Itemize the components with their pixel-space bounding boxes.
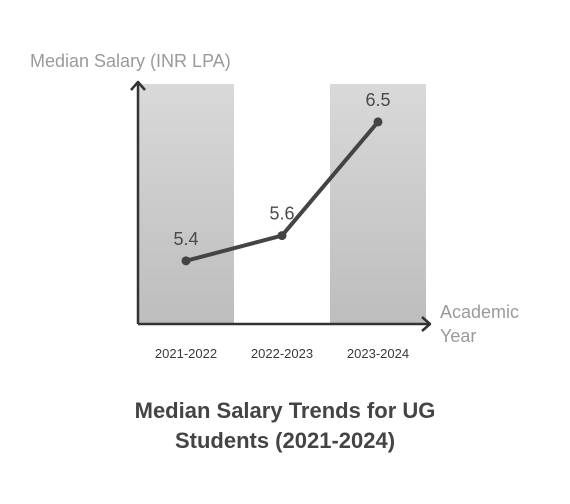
data-label: 5.6 [269, 204, 294, 224]
data-point [373, 117, 383, 127]
data-label: 6.5 [365, 90, 390, 110]
axes [130, 80, 432, 332]
y-axis-label: Median Salary (INR LPA) [30, 51, 231, 71]
x-axis-label-line-2: Year [440, 326, 476, 346]
data-point [277, 231, 287, 241]
x-tick-label: 2021-2022 [155, 346, 217, 361]
series-line: 5.4 5.6 6.5 [173, 90, 391, 266]
chart: Median Salary (INR LPA) Academic Year 20… [30, 51, 519, 361]
chart-title: Median Salary Trends for UG Students (20… [0, 396, 570, 456]
chart-title-line-2: Students (2021-2024) [174, 428, 396, 453]
x-axis-label-line-1: Academic [440, 302, 519, 322]
y-axis-arrow [130, 80, 146, 91]
x-tick-label: 2023-2024 [347, 346, 409, 361]
chart-title-line-1: Median Salary Trends for UG [134, 398, 436, 423]
data-point [181, 256, 191, 266]
x-tick-labels: 2021-2022 2022-2023 2023-2024 [155, 346, 409, 361]
category-band [138, 84, 234, 324]
x-axis-arrow [421, 316, 432, 332]
x-tick-label: 2022-2023 [251, 346, 313, 361]
data-label: 5.4 [173, 229, 198, 249]
